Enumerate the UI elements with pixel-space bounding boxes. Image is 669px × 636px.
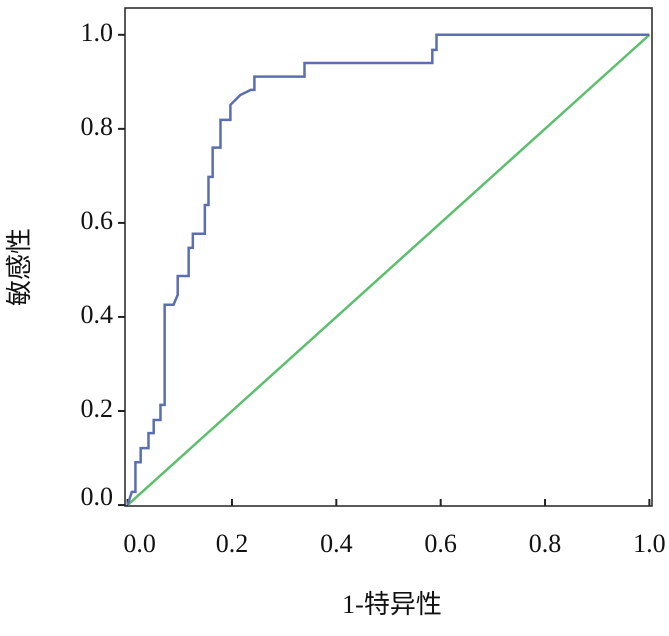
x-tick-label: 0.6 <box>424 529 457 558</box>
x-tick-label: 0.2 <box>216 529 249 558</box>
y-tick-label: 0.8 <box>81 112 114 141</box>
y-tick-label: 0.2 <box>81 394 114 423</box>
roc-line <box>126 33 650 506</box>
y-tick-label: 0.4 <box>81 300 114 329</box>
x-tick-label: 0.8 <box>529 529 562 558</box>
x-tick-label: 0.0 <box>123 529 156 558</box>
plot-frame <box>124 7 653 507</box>
x-tick-label: 1.0 <box>633 529 666 558</box>
y-tick-label: 1.0 <box>81 18 114 47</box>
x-tick-label: 0.4 <box>320 529 353 558</box>
x-axis-title: 1-特异性 <box>342 590 442 619</box>
y-axis-title: 敏感性 <box>5 228 34 306</box>
y-tick-label: 0.6 <box>81 206 114 235</box>
y-tick-label: 0.0 <box>81 482 114 511</box>
roc-line <box>126 33 651 506</box>
